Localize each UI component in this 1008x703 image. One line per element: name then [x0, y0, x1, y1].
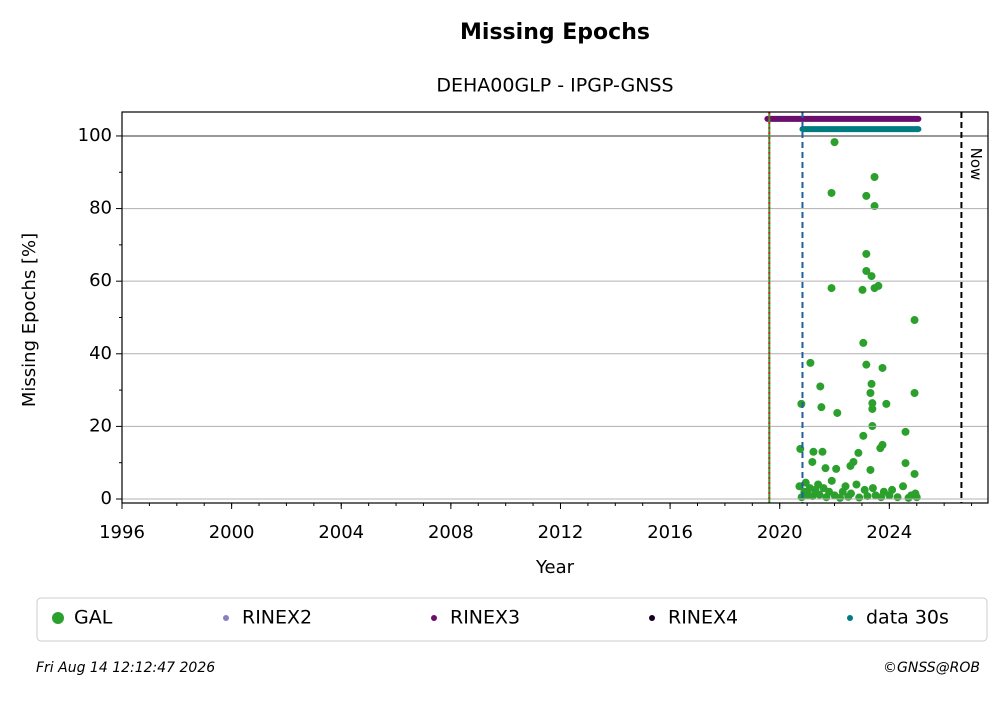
data-point — [862, 191, 871, 200]
data-point — [901, 427, 910, 436]
legend-marker — [52, 612, 64, 624]
data-point — [808, 492, 817, 501]
x-tick-label: 2000 — [209, 522, 255, 543]
y-tick-label: 80 — [89, 198, 112, 219]
data-point — [827, 284, 836, 293]
y-tick-label: 0 — [101, 488, 112, 509]
legend-label: RINEX2 — [242, 607, 312, 629]
y-tick-label: 100 — [78, 125, 112, 146]
data-point — [795, 482, 804, 491]
y-axis-label: Missing Epochs [%] — [19, 233, 40, 407]
legend-label: data 30s — [866, 607, 949, 629]
data-point — [910, 316, 919, 325]
data-point — [860, 485, 869, 494]
x-axis-label: Year — [535, 557, 575, 578]
data-point — [910, 388, 919, 397]
data-point — [878, 363, 887, 372]
data-point — [832, 464, 841, 473]
data-point — [868, 484, 877, 493]
data-point — [806, 358, 815, 367]
plot-area — [122, 115, 988, 502]
data-point — [876, 444, 885, 453]
legend-marker — [223, 615, 229, 621]
data-point — [874, 281, 883, 290]
x-tick-label: 2012 — [538, 522, 584, 543]
data-point — [830, 138, 839, 147]
y-tick-label: 20 — [89, 415, 112, 436]
y-tick-label: 40 — [89, 343, 112, 364]
data-point — [816, 382, 825, 391]
data-point — [862, 249, 871, 258]
legend-box — [36, 597, 988, 642]
data-point — [866, 388, 875, 397]
data-point — [859, 338, 868, 347]
x-tick-label: 2024 — [866, 522, 912, 543]
data-point — [797, 399, 806, 408]
data-point — [912, 493, 921, 502]
data-point — [827, 188, 836, 197]
data-point — [870, 202, 879, 211]
data-point — [858, 285, 867, 294]
data-point — [846, 489, 855, 498]
legend-marker — [431, 615, 437, 621]
data-point — [888, 485, 897, 494]
chart-title: Missing Epochs — [460, 20, 650, 45]
data-point — [855, 493, 864, 502]
data-point — [815, 490, 824, 499]
chart-subtitle: DEHA00GLP - IPGP-GNSS — [436, 75, 673, 97]
x-tick-label: 2004 — [318, 522, 364, 543]
legend-label: GAL — [74, 607, 113, 629]
footer-credit: ©GNSS@ROB — [883, 660, 980, 676]
data-point — [893, 493, 902, 502]
y-tick-label: 60 — [89, 270, 112, 291]
legend-marker — [649, 615, 655, 621]
data-point — [809, 447, 818, 456]
data-point — [866, 465, 875, 474]
legend-label: RINEX4 — [668, 607, 738, 629]
data-point — [817, 403, 826, 412]
x-tick-label: 2016 — [647, 522, 693, 543]
data-point — [852, 480, 861, 489]
x-tick-label: 2020 — [757, 522, 803, 543]
data-point — [862, 267, 871, 276]
data-point — [846, 461, 855, 470]
data-point — [867, 272, 876, 281]
legend-marker — [847, 615, 853, 621]
x-tick-label: 2008 — [428, 522, 474, 543]
data-point — [882, 399, 891, 408]
data-point — [862, 360, 871, 369]
data-point — [836, 493, 845, 502]
data-point — [868, 404, 877, 413]
data-point — [868, 399, 877, 408]
axes-frame — [121, 111, 989, 504]
data-point — [841, 482, 850, 491]
data-point — [833, 408, 842, 417]
data-point — [867, 379, 876, 388]
data-point — [863, 492, 872, 501]
x-tick-label: 1996 — [99, 522, 145, 543]
legend-label: RINEX3 — [450, 607, 520, 629]
data-point — [901, 459, 910, 468]
data-point — [910, 469, 919, 478]
data-point — [818, 447, 827, 456]
data-point — [859, 431, 868, 440]
data-point — [870, 172, 879, 181]
data-point — [899, 482, 908, 491]
data-point — [854, 448, 863, 457]
vertical-line-label: Now — [967, 148, 985, 181]
footer-date: Fri Aug 14 12:12:47 2026 — [36, 660, 215, 676]
data-point — [801, 478, 810, 487]
data-point — [808, 457, 817, 466]
data-point — [821, 464, 830, 473]
data-point — [827, 476, 836, 485]
